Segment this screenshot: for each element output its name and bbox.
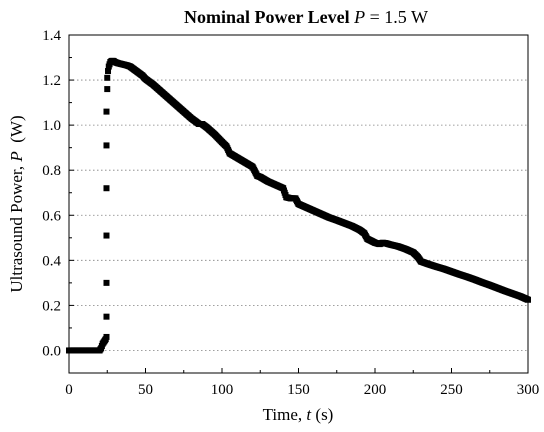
grid-lines xyxy=(69,79,528,351)
data-point xyxy=(103,108,110,115)
data-point xyxy=(103,232,110,239)
y-tick-label: 0.2 xyxy=(42,298,61,314)
y-tick-label: 0.0 xyxy=(42,343,61,359)
data-markers xyxy=(66,57,531,354)
data-point xyxy=(104,86,111,93)
x-axis-ticks: 0 50 100 150 200 250 300 xyxy=(65,368,539,398)
x-tick-label: 200 xyxy=(364,382,387,398)
data-point xyxy=(103,279,110,286)
y-axis-label: Ultrasound Power, P (W) xyxy=(7,115,26,292)
x-axis-label: Time, t (s) xyxy=(263,405,334,424)
y-tick-label: 1.0 xyxy=(42,118,61,134)
chart-title: Nominal Power Level P = 1.5 W xyxy=(184,7,428,27)
data-point xyxy=(103,142,110,149)
y-tick-label: 0.4 xyxy=(42,253,61,269)
data-point xyxy=(103,185,110,192)
chart-title-prefix: Nominal Power Level xyxy=(184,7,354,27)
data-point xyxy=(104,74,111,81)
x-tick-label: 100 xyxy=(211,382,234,398)
y-tick-label: 0.8 xyxy=(42,163,61,179)
data-point xyxy=(103,333,110,340)
y-axis-label-prefix: Ultrasound Power, xyxy=(7,162,26,293)
data-point xyxy=(103,313,110,320)
x-tick-label: 0 xyxy=(65,382,73,398)
x-tick-label: 150 xyxy=(287,382,310,398)
y-axis-label-suffix: (W) xyxy=(7,115,26,151)
y-tick-label: 1.4 xyxy=(42,28,61,44)
chart-title-suffix: = 1.5 W xyxy=(365,7,428,27)
y-axis-label-symbol: P xyxy=(7,151,26,162)
data-point xyxy=(105,68,112,75)
x-axis-label-prefix: Time, xyxy=(263,405,307,424)
chart-title-symbol: P xyxy=(353,7,365,27)
x-tick-label: 300 xyxy=(517,382,540,398)
y-axis-ticks: 0.0 0.2 0.4 0.6 0.8 1.0 1.2 1.4 xyxy=(42,28,74,374)
y-tick-label: 0.6 xyxy=(42,208,61,224)
x-tick-label: 250 xyxy=(440,382,463,398)
x-axis-label-suffix: (s) xyxy=(311,405,333,424)
x-tick-label: 50 xyxy=(138,382,153,398)
x-axis-label-symbol: t xyxy=(306,405,312,424)
y-tick-label: 1.2 xyxy=(42,73,61,89)
